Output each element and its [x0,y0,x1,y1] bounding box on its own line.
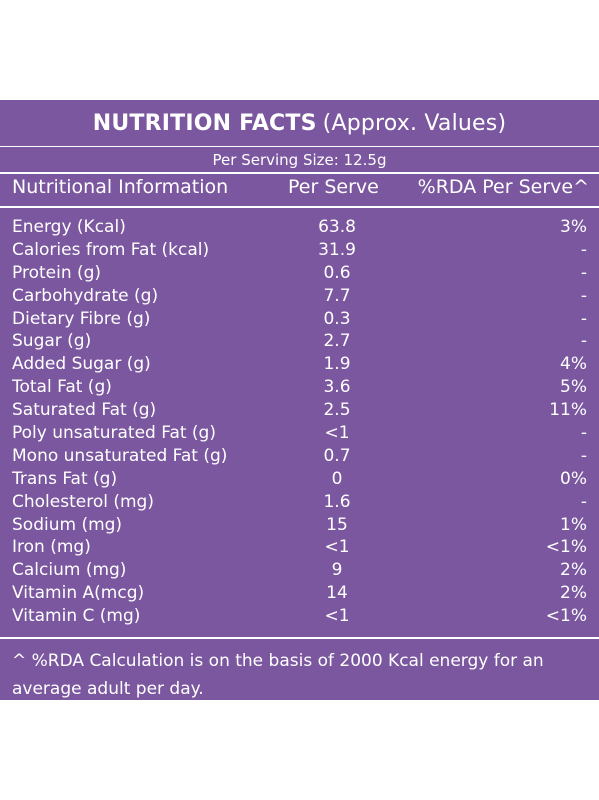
table-row: Protein (g) 0.6 - [0,262,599,285]
rda-value: - [580,239,587,260]
per-serve-value: 2.7 [323,331,351,352]
divider-serving [0,172,599,174]
nutrient-name: Iron (mg) [12,537,91,558]
rda-value: 0% [560,468,587,489]
table-row: Calories from Fat (kcal) 31.9 - [0,239,599,262]
rda-value: - [580,331,587,352]
table-row: Carbohydrate (g) 7.7 - [0,285,599,308]
per-serve-value: 0.6 [323,262,351,283]
nutrient-name: Dietary Fibre (g) [12,308,151,329]
per-serve-value: 1.6 [323,491,351,512]
divider-title [0,146,599,147]
rda-value: - [580,445,587,466]
table-row: Sodium (mg) 15 1% [0,514,599,537]
per-serve-value: 31.9 [318,239,356,260]
per-serve-value: 63.8 [318,217,356,237]
table-row: Total Fat (g) 3.6 5% [0,376,599,399]
table-row: Calcium (mg) 9 2% [0,559,599,582]
per-serve-value: <1 [324,537,350,558]
serving-size: Per Serving Size: 12.5g [212,150,387,169]
header-per-serve: Per Serve [288,176,379,198]
rda-value: 5% [560,377,587,398]
nutrient-name: Saturated Fat (g) [12,400,157,421]
nutrient-name: Protein (g) [12,262,102,283]
table-row: Saturated Fat (g) 2.5 11% [0,399,599,422]
table-row: Mono unsaturated Fat (g) 0.7 - [0,445,599,468]
nutrient-name: Total Fat (g) [12,377,112,398]
rda-value: <1% [545,537,587,558]
rda-value: - [580,491,587,512]
per-serve-value: 7.7 [323,285,351,306]
header-rda: %RDA Per Serve^ [417,176,589,198]
rda-value: 2% [560,583,587,604]
rda-value: 11% [549,400,587,421]
nutrient-name: Carbohydrate (g) [12,285,159,306]
table-row: Vitamin C (mg) <1 <1% [0,605,599,628]
table-row: Sugar (g) 2.7 - [0,330,599,353]
nutrient-name: Added Sugar (g) [12,354,151,375]
title-main: NUTRITION FACTS [92,110,317,136]
nutrition-facts-panel: NUTRITION FACTS (Approx. Values) Per Ser… [0,100,599,700]
nutrient-name: Mono unsaturated Fat (g) [12,445,228,466]
per-serve-value: 15 [326,514,348,535]
table-row: Iron (mg) <1 <1% [0,536,599,559]
rda-value: 4% [560,354,587,375]
divider-footer [0,637,599,639]
table-row: Trans Fat (g) 0 0% [0,468,599,491]
per-serve-value: 3.6 [323,377,351,398]
per-serve-value: 9 [331,560,343,581]
rda-value: - [580,308,587,329]
nutrient-name: Calcium (mg) [12,560,127,581]
table-row: Dietary Fibre (g) 0.3 - [0,308,599,331]
rda-value: - [580,262,587,283]
header-nutritional-information: Nutritional Information [12,176,229,198]
table-header: Nutritional Information Per Serve %RDA P… [0,176,599,206]
nutrient-name: Cholesterol (mg) [12,491,154,512]
nutrient-name: Poly unsaturated Fat (g) [12,423,216,444]
rda-value: - [580,423,587,444]
panel-title: NUTRITION FACTS (Approx. Values) [0,100,599,146]
table-row: Poly unsaturated Fat (g) <1 - [0,422,599,445]
rda-value: <1% [545,606,587,627]
table-row: Energy (Kcal) 63.8 3% [0,216,599,239]
nutrient-name: Energy (Kcal) [12,217,126,237]
nutrient-name: Trans Fat (g) [12,468,118,489]
per-serve-value: <1 [324,423,350,444]
per-serve-value: <1 [324,606,350,627]
table-row: Added Sugar (g) 1.9 4% [0,353,599,376]
table-row: Cholesterol (mg) 1.6 - [0,491,599,514]
per-serve-value: 0.7 [323,445,351,466]
per-serve-value: 2.5 [323,400,351,421]
per-serve-value: 14 [326,583,348,604]
nutrient-name: Vitamin C (mg) [12,606,141,627]
nutrient-table: Energy (Kcal) 63.8 3% Calories from Fat (kc… [0,216,599,628]
rda-value: - [580,285,587,306]
rda-footnote: ^ %RDA Calculation is on the basis of 20… [12,651,544,699]
rda-value: 1% [560,514,587,535]
per-serve-value: 0 [331,468,343,489]
table-row: Vitamin A(mcg) 14 2% [0,582,599,605]
nutrient-name: Sugar (g) [12,331,92,352]
nutrient-name: Calories from Fat (kcal) [12,239,210,260]
per-serve-value: 1.9 [323,354,351,375]
rda-value: 3% [560,217,587,237]
nutrient-name: Sodium (mg) [12,514,123,535]
per-serve-value: 0.3 [323,308,351,329]
divider-header [0,206,599,208]
nutrient-name: Vitamin A(mcg) [12,583,145,604]
title-suffix: (Approx. Values) [322,110,507,136]
rda-value: 2% [560,560,587,581]
